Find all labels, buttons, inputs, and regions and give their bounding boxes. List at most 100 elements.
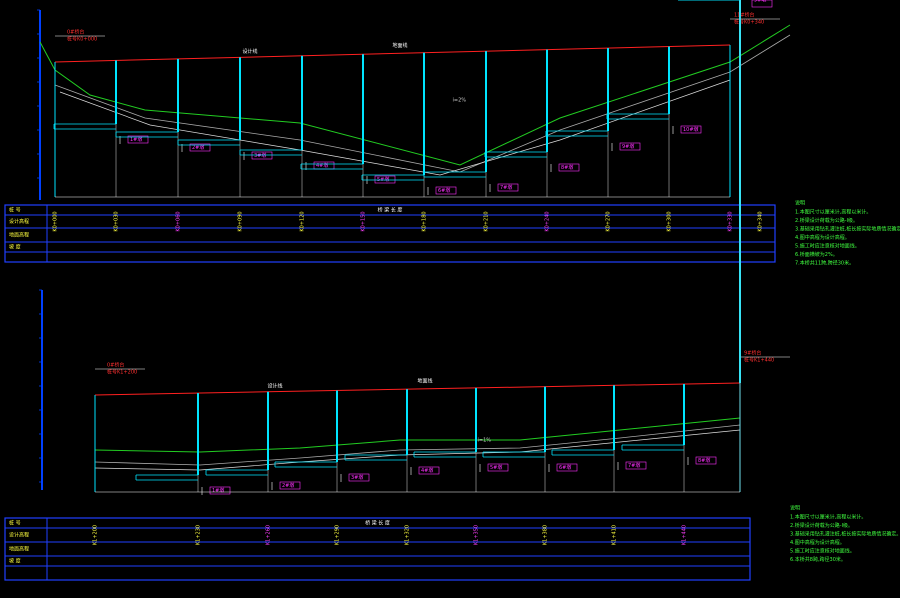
table-title: 桥 梁 长 度	[365, 520, 390, 527]
station: K0+150	[361, 211, 367, 231]
row-header: 地面高程	[9, 232, 29, 239]
station: K0+340	[758, 211, 764, 231]
abutment-label: 桩号K0+340	[734, 19, 764, 26]
slope-label: i=2%	[453, 98, 467, 104]
notes-line: 1.本图尺寸以厘米计,高程以米计。	[790, 514, 866, 521]
pier-tag	[487, 463, 509, 472]
pier-label: 3#墩	[254, 152, 266, 159]
pier-tag	[556, 463, 578, 472]
slope-label: i=1%	[478, 438, 492, 444]
pier-label: 6#墩	[559, 464, 571, 471]
station: K0+030	[114, 211, 120, 231]
ground-line-3	[59, 79, 731, 176]
station: K1+200	[93, 525, 99, 545]
deck-label: 设计线	[268, 382, 283, 389]
ground-line	[94, 417, 741, 453]
pier-tag	[695, 456, 717, 465]
station: K0+300	[667, 211, 673, 231]
row-header: 坡 度	[9, 558, 21, 565]
notes-line: 1.本图尺寸以厘米计,高程以米计。	[795, 209, 871, 216]
pier-label: 10#墩	[683, 126, 699, 133]
table	[4, 517, 751, 581]
pier-label: 4#墩	[316, 162, 328, 169]
notes-line: 4.图中高程为设计高程。	[790, 539, 845, 546]
pier-tag	[127, 135, 149, 144]
abutment-label: 0#桥台	[67, 29, 84, 36]
deck-label: 设计线	[243, 48, 258, 55]
pier-label: 6#墩	[438, 187, 450, 194]
abutment-label: 0#桥台	[107, 362, 124, 369]
row-header: 设计高程	[9, 532, 29, 539]
pier-label: 2#墩	[282, 482, 294, 489]
pier-label: 8#墩	[698, 457, 710, 464]
station: K0+090	[238, 211, 244, 231]
pier-tag	[418, 466, 440, 475]
pier-label: 5#墩	[490, 464, 502, 471]
ground-line	[39, 24, 791, 166]
notes-line: 2.桥梁设计荷载为公路-I级。	[795, 217, 858, 224]
abutment-label: 桩号K0+000	[67, 36, 97, 43]
deck-line	[54, 44, 731, 63]
row-header: 地面高程	[9, 546, 29, 553]
pier-tag	[348, 473, 370, 482]
table	[4, 204, 776, 263]
notes-line: 6.本桥共8跨,跨径30米。	[790, 556, 846, 563]
notes-line: 5.施工时应注意核对地面线。	[790, 548, 855, 555]
station: K1+350	[474, 525, 480, 545]
station: K0+000	[53, 211, 59, 231]
abutment-label: 11#桥台	[734, 12, 755, 19]
pier-tag	[435, 186, 457, 195]
pier-label: 5#墩	[377, 176, 389, 183]
row-header: 设计高程	[9, 218, 29, 225]
pier-label: 7#墩	[500, 184, 512, 191]
pier-tag	[279, 481, 301, 490]
ground-line-2	[94, 424, 741, 466]
pier-tag	[619, 142, 641, 151]
station: K1+320	[405, 525, 411, 545]
notes-title: 说明	[790, 505, 800, 512]
station: K0+210	[484, 211, 490, 231]
station: K1+380	[543, 525, 549, 545]
ground-label: 地面线	[418, 378, 433, 385]
pier-label: 9#墩	[754, 0, 766, 4]
pier-tag	[751, 0, 773, 8]
station: K1+440	[682, 525, 688, 545]
pier-tag	[209, 486, 231, 495]
pier-label: 9#墩	[622, 143, 634, 150]
station: K1+230	[196, 525, 202, 545]
station: K1+260	[266, 525, 272, 545]
station: K0+120	[300, 211, 306, 231]
notes-line: 3.基础采用钻孔灌注桩,桩长按实际地质情况确定。	[795, 226, 900, 233]
notes-line: 6.桥面横坡为2%。	[795, 251, 838, 258]
station: K0+240	[545, 211, 551, 231]
station: K0+060	[176, 211, 182, 231]
station: K0+180	[422, 211, 428, 231]
notes-line: 2.桥梁设计荷载为公路-I级。	[790, 522, 853, 529]
deck-line	[94, 382, 741, 396]
pier-tag	[189, 143, 211, 152]
pier-label: 1#墩	[130, 136, 142, 143]
pier-label: 3#墩	[351, 474, 363, 481]
pier-tag	[558, 163, 580, 172]
pier-label: 8#墩	[561, 164, 573, 171]
table-title: 桥 梁 长 度	[378, 207, 403, 214]
pier-tag	[497, 183, 519, 192]
notes-title: 说明	[795, 200, 805, 207]
row-header: 桩 号	[9, 520, 21, 527]
row-header: 桩 号	[9, 207, 21, 214]
station: K0+270	[606, 211, 612, 231]
ground-label: 地面线	[393, 42, 408, 49]
pier-label: 4#墩	[421, 467, 433, 474]
pier-label: 2#墩	[192, 144, 204, 151]
pier-tag	[374, 175, 396, 184]
abutment-label: 桩号K1+200	[107, 369, 137, 376]
notes-line: 3.基础采用钻孔灌注桩,桩长按实际地质情况确定。	[790, 531, 900, 538]
row-header: 坡 度	[9, 244, 21, 251]
abutment-label: 9#桥台	[744, 350, 761, 357]
pier-tag	[680, 125, 702, 134]
abutment-label: 桩号K1+440	[744, 357, 774, 364]
pier-label: 1#墩	[212, 487, 224, 494]
station: K0+330	[728, 211, 734, 231]
pier-label: 7#墩	[628, 462, 640, 469]
